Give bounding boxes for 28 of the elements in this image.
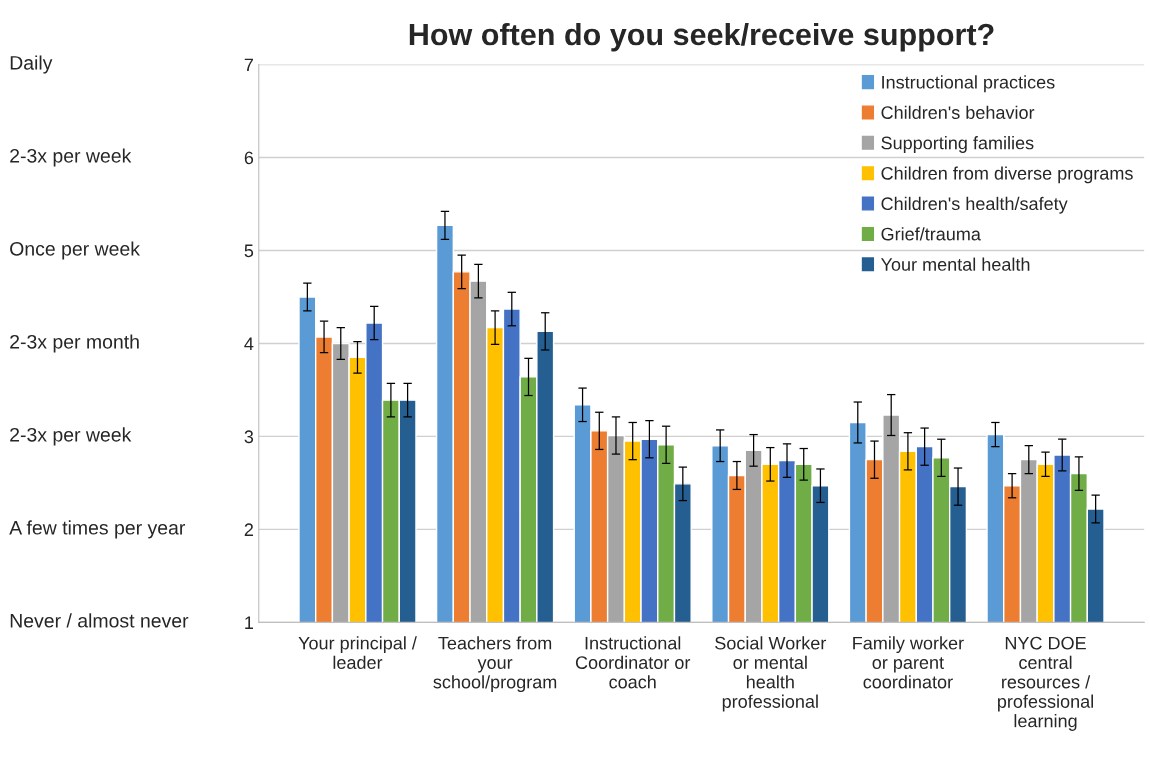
text: Never / almost never bbox=[10, 613, 189, 628]
legend-label: Supporting families bbox=[881, 136, 1034, 153]
x-tick-label: Social Worker or mental health professional bbox=[715, 636, 827, 712]
text: 2-3x per month bbox=[10, 334, 139, 353]
text: 2-3x per week bbox=[10, 427, 132, 446]
x-tick-label: Instructional Coordinator or coach bbox=[575, 636, 691, 689]
y-tick-label: 1 bbox=[245, 616, 254, 629]
y-tick-label: 7 bbox=[244, 58, 253, 72]
legend-label: Children's behavior bbox=[881, 105, 1035, 119]
x-tick-label: Your principal / leader bbox=[298, 636, 417, 669]
text: Daily bbox=[10, 55, 53, 74]
legend-label: Children from diverse programs bbox=[881, 166, 1133, 184]
legend-label: Instructional practices bbox=[882, 75, 1055, 93]
chart-title: How often do you seek/receive support? bbox=[409, 22, 994, 52]
x-tick-label: Family worker or parent coordinator bbox=[853, 636, 964, 689]
legend-label: Your mental health bbox=[880, 257, 1030, 271]
y-tick-label: 5 bbox=[244, 244, 254, 258]
y-tick-label: 6 bbox=[244, 151, 254, 165]
x-tick-label: NYC DOE central resources / professional learning bbox=[998, 636, 1093, 731]
x-tick-label: Teachers from your school/program bbox=[433, 636, 557, 692]
legend-label: Children's health/safety bbox=[881, 196, 1068, 214]
text: Once per week bbox=[10, 241, 140, 260]
y-tick-label: 3 bbox=[244, 430, 254, 444]
legend-label: Grief/trauma bbox=[881, 227, 981, 241]
text: A few times per year bbox=[9, 520, 186, 539]
y-tick-label: 4 bbox=[244, 337, 254, 350]
y-tick-label: 2 bbox=[244, 523, 253, 536]
text: 2-3x per week bbox=[10, 148, 132, 167]
